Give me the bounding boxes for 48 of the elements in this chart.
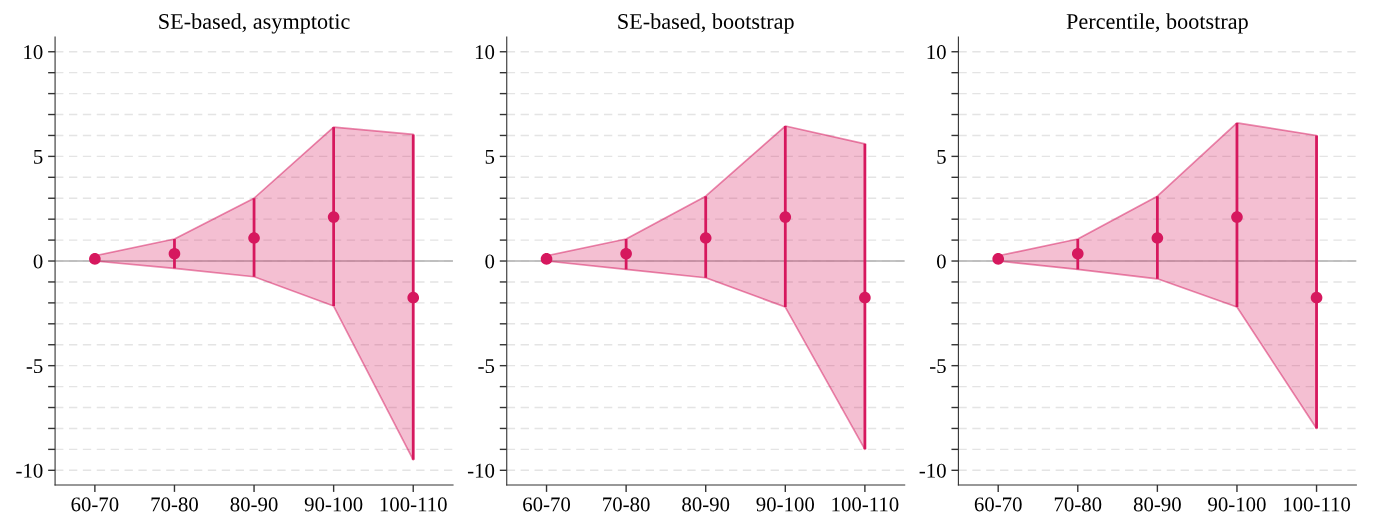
y-tick-label: 0 xyxy=(936,254,946,269)
x-tick-label: 80-90 xyxy=(230,497,278,512)
point xyxy=(992,253,1005,265)
x-tick-label: 60-70 xyxy=(974,497,1022,512)
x-tick-label: 90-100 xyxy=(756,497,815,512)
x-tick-label: 60-70 xyxy=(71,497,119,512)
point xyxy=(699,232,712,244)
point xyxy=(327,211,340,223)
x-tick-label: 90-100 xyxy=(304,497,363,512)
y-tick-label: -10 xyxy=(16,463,43,478)
x-tick-label: 90-100 xyxy=(1208,497,1266,512)
point xyxy=(540,253,553,265)
y-tick-label: 10 xyxy=(24,45,43,60)
x-tick-label: 80-90 xyxy=(682,497,730,512)
point xyxy=(407,291,420,304)
x-tick-label: 60-70 xyxy=(523,497,571,512)
point xyxy=(1310,291,1323,304)
chart-title: Percentile, bootstrap xyxy=(1066,13,1248,34)
chart-title: SE-based, asymptotic xyxy=(159,13,350,34)
x-tick-label: 70-80 xyxy=(1054,497,1102,512)
y-tick-label: 5 xyxy=(485,149,495,164)
point xyxy=(1071,247,1084,260)
y-tick-label: -10 xyxy=(467,463,495,478)
point xyxy=(248,232,260,244)
point xyxy=(620,247,632,260)
y-tick-label: -10 xyxy=(919,463,946,478)
point xyxy=(779,211,792,223)
y-tick-label: 0 xyxy=(485,254,495,269)
point xyxy=(168,247,181,260)
x-tick-label: 100-110 xyxy=(380,497,447,512)
y-tick-label: 10 xyxy=(475,45,495,60)
point xyxy=(859,291,871,304)
y-tick-label: -5 xyxy=(478,359,495,374)
y-tick-label: 0 xyxy=(33,254,43,269)
y-tick-label: -5 xyxy=(930,359,946,374)
x-tick-label: 80-90 xyxy=(1133,497,1181,512)
chart-title: SE-based, bootstrap xyxy=(618,13,794,34)
y-tick-label: -5 xyxy=(26,359,43,374)
y-tick-label: 5 xyxy=(34,149,43,164)
point xyxy=(89,253,101,265)
x-tick-label: 100-110 xyxy=(1284,497,1351,512)
y-tick-label: 10 xyxy=(927,45,946,60)
x-tick-label: 70-80 xyxy=(151,497,198,512)
x-tick-label: 100-110 xyxy=(832,497,899,512)
point xyxy=(1231,211,1243,223)
y-tick-label: 5 xyxy=(937,149,946,164)
point xyxy=(1151,232,1164,244)
x-tick-label: 70-80 xyxy=(603,497,650,512)
